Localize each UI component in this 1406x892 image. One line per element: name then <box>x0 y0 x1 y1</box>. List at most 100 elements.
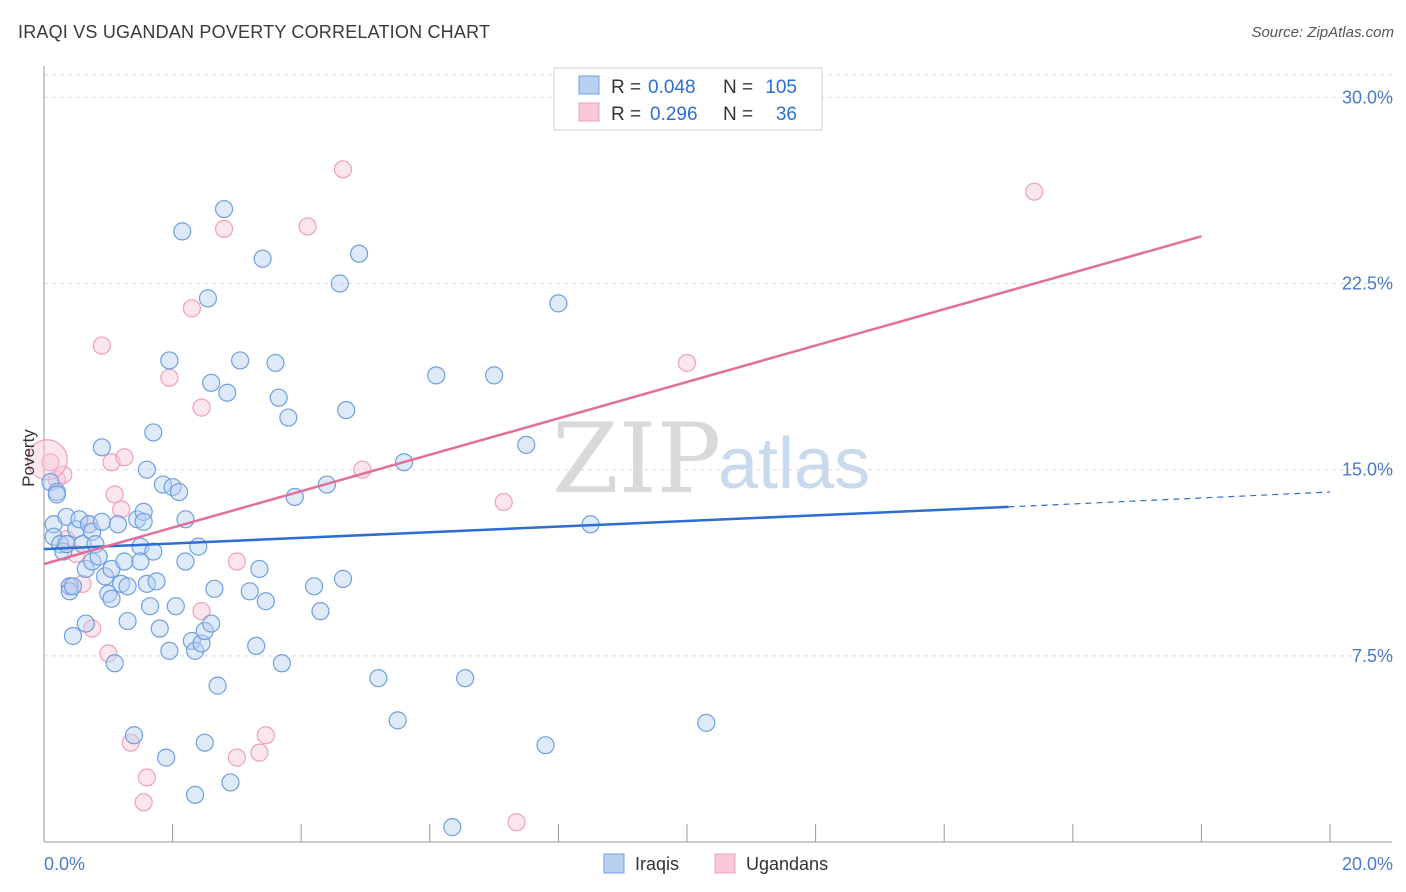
iraqi-point <box>311 602 330 621</box>
iraqi-point <box>195 733 214 752</box>
iraqi-point <box>240 582 259 601</box>
iraqi-point <box>137 460 156 479</box>
iraqis-trend-line <box>43 505 1009 551</box>
ugandan-point <box>256 726 275 745</box>
iraqi-point <box>160 351 179 370</box>
ugandan-point <box>192 398 211 417</box>
iraqi-point <box>253 249 272 268</box>
iraqi-point <box>195 621 214 641</box>
correlation-legend: R = 0.048 N = 105 R = 0.296 N = 36 <box>553 67 823 131</box>
iraqi-point <box>269 388 288 407</box>
iraqi-point <box>250 559 269 579</box>
iraqi-point <box>337 400 356 420</box>
iraqi-point <box>456 669 475 688</box>
iraqi-point <box>134 512 153 531</box>
legend-r-value-1: 0.048 <box>648 77 696 98</box>
legend-swatch-ugandans <box>578 102 600 122</box>
bottom-legend-swatch-iraqis <box>603 853 625 874</box>
ugandan-point <box>112 500 131 519</box>
iraqi-point <box>697 713 716 732</box>
y-tick-label: 7.5% <box>1352 646 1393 666</box>
legend-n-label-2: N = <box>723 104 753 125</box>
legend-r-label-1: R = <box>611 77 641 98</box>
ugandans-points <box>26 160 1044 832</box>
iraqi-point <box>99 584 118 603</box>
iraqi-point <box>147 572 166 591</box>
iraqi-point <box>202 373 221 392</box>
iraqi-point <box>517 435 536 454</box>
ugandan-point <box>182 299 201 318</box>
iraqi-point <box>95 567 115 586</box>
iraqi-point <box>63 577 83 596</box>
iraqi-point <box>202 614 221 633</box>
bottom-legend-swatch-ugandans <box>714 853 736 874</box>
ugandan-point <box>298 217 317 236</box>
ugandan-point <box>494 492 513 512</box>
x-tick-label-max: 20.0% <box>1342 854 1393 874</box>
source-credit: Source: ZipAtlas.com <box>1251 24 1394 41</box>
y-tick-label: 22.5% <box>1342 274 1393 294</box>
iraqi-point <box>256 592 275 611</box>
ugandan-point <box>192 602 211 621</box>
iraqi-point <box>198 289 218 308</box>
iraqi-point <box>388 711 407 730</box>
legend-swatch-iraqis <box>578 75 600 95</box>
iraqi-point <box>266 353 285 373</box>
watermark-atlas: atlas <box>718 424 870 504</box>
iraqi-point <box>118 577 137 596</box>
bottom-legend-label-iraqis: Iraqis <box>635 854 679 874</box>
bottom-legend-label-ugandans: Ugandans <box>746 854 828 874</box>
ugandan-point <box>227 748 246 767</box>
iraqi-point <box>218 383 237 402</box>
x-tick-label-min: 0.0% <box>44 854 85 874</box>
ugandan-point-large <box>26 439 68 481</box>
iraqi-point <box>330 274 349 293</box>
iraqi-point <box>160 641 179 660</box>
iraqi-point <box>47 485 66 504</box>
iraqi-point <box>536 736 555 755</box>
iraqi-point <box>60 582 79 601</box>
iraqi-point <box>247 636 266 656</box>
watermark-zip: ZIP <box>552 403 721 515</box>
iraqi-point <box>186 785 205 804</box>
series-legend: Iraqis Ugandans <box>603 853 828 874</box>
iraqi-point <box>134 502 153 521</box>
iraqis-trend-extension <box>1008 491 1331 508</box>
iraqi-point <box>92 438 111 457</box>
iraqi-point <box>176 552 195 571</box>
ugandan-point <box>507 813 526 832</box>
ugandan-point <box>250 743 269 762</box>
iraqi-point <box>205 579 224 598</box>
iraqi-point <box>214 199 234 219</box>
iraqi-point <box>76 614 95 633</box>
iraqi-point <box>131 552 150 571</box>
legend-r-value-2: 0.296 <box>650 104 698 125</box>
iraqi-point <box>186 641 205 660</box>
ugandan-point <box>214 219 234 238</box>
ugandans-trend-line <box>43 235 1202 566</box>
iraqi-point <box>92 512 111 531</box>
iraqi-point <box>279 408 298 427</box>
ugandan-point <box>160 368 179 387</box>
legend-r-label-2: R = <box>611 104 641 125</box>
legend-n-label-1: N = <box>723 77 753 98</box>
iraqi-point <box>150 619 169 638</box>
ugandan-point <box>41 453 60 472</box>
iraqi-point <box>349 244 369 263</box>
ugandan-point <box>1025 182 1044 201</box>
iraqi-point <box>231 351 250 370</box>
iraqi-point <box>157 748 176 767</box>
iraqi-point <box>304 577 324 596</box>
iraqi-point <box>144 423 163 442</box>
y-tick-labels: 7.5% 15.0% 22.5% 30.0% <box>1342 87 1393 665</box>
iraqi-point <box>485 366 504 385</box>
chart-title: IRAQI VS UGANDAN POVERTY CORRELATION CHA… <box>18 22 491 42</box>
iraqi-point <box>189 537 208 556</box>
iraqi-point <box>333 569 353 588</box>
ugandan-point <box>137 768 156 787</box>
iraqi-point <box>102 589 121 608</box>
legend-n-value-1: 105 <box>765 77 797 98</box>
iraqi-point <box>427 366 446 385</box>
y-axis-label: Poverty <box>19 429 38 487</box>
ugandan-point <box>99 644 118 663</box>
